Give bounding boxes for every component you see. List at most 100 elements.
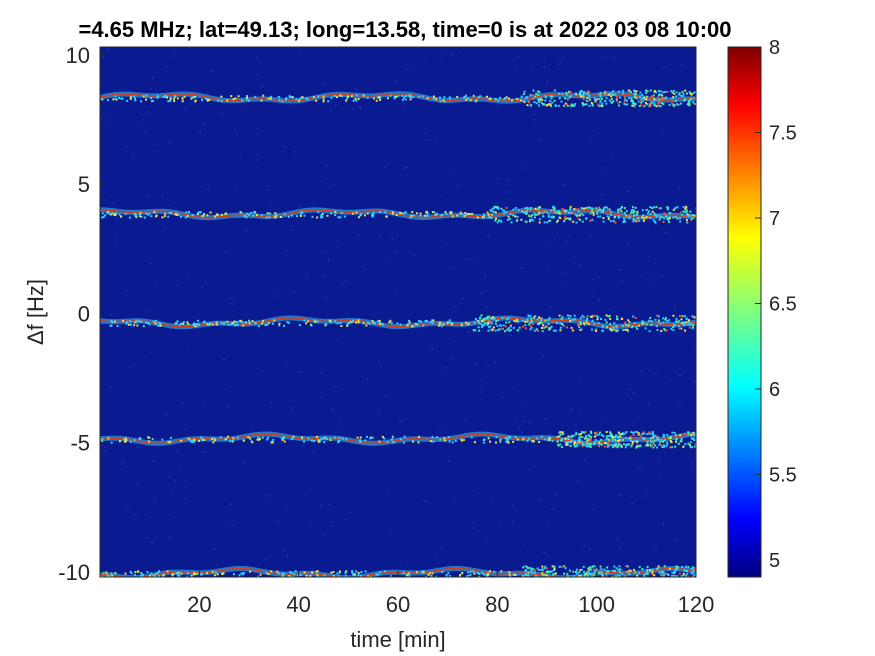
line-speck: [552, 579, 554, 581]
noise-speck: [529, 565, 531, 568]
noise-speck: [439, 54, 442, 57]
line-speck: [118, 97, 121, 99]
noise-speck: [284, 146, 286, 149]
noise-speck: [211, 63, 214, 66]
noise-speck: [203, 401, 205, 404]
noise-speck: [515, 138, 518, 141]
line-speck: [449, 212, 452, 215]
line-speck: [241, 99, 243, 102]
noise-speck: [389, 47, 392, 50]
line-speck: [664, 317, 667, 319]
line-speck: [582, 316, 585, 319]
line-speck: [391, 438, 393, 441]
noise-speck: [455, 54, 458, 57]
line-speck: [503, 316, 506, 319]
noise-speck: [245, 179, 248, 182]
noise-speck: [562, 184, 565, 186]
line-speck: [345, 99, 348, 102]
line-speck: [334, 210, 337, 213]
line-speck: [573, 443, 576, 446]
noise-speck: [515, 67, 517, 70]
line-speck: [323, 574, 326, 577]
noise-speck: [689, 270, 692, 273]
line-speck: [316, 570, 319, 573]
line-speck: [391, 211, 394, 214]
line-speck: [237, 95, 240, 98]
line-speck: [584, 573, 587, 575]
line-speck: [604, 442, 606, 444]
line-speck: [558, 212, 561, 215]
noise-speck: [327, 259, 330, 262]
line-speck: [634, 103, 637, 105]
line-speck: [252, 214, 255, 217]
line-speck: [531, 440, 534, 442]
line-speck: [566, 575, 569, 577]
line-speck: [605, 321, 608, 324]
line-speck: [585, 207, 588, 209]
line-speck: [601, 97, 604, 100]
line-speck: [624, 328, 627, 331]
line-speck: [580, 207, 583, 210]
line-speck: [598, 445, 600, 448]
noise-speck: [440, 195, 442, 198]
line-speck: [682, 210, 685, 213]
noise-speck: [103, 198, 106, 201]
line-speck: [548, 103, 551, 106]
line-speck: [525, 97, 528, 100]
line-speck: [638, 219, 641, 222]
line-speck: [540, 319, 542, 322]
noise-speck: [150, 88, 153, 91]
line-speck: [502, 324, 505, 327]
line-speck: [242, 324, 245, 327]
line-speck: [153, 211, 156, 213]
line-speck: [656, 321, 659, 324]
noise-speck: [275, 430, 277, 433]
line-speck: [172, 97, 175, 100]
line-speck: [280, 437, 283, 440]
line-speck: [386, 440, 389, 443]
line-speck: [303, 571, 306, 574]
line-speck: [646, 570, 649, 573]
line-speck: [353, 573, 356, 576]
line-speck: [281, 100, 284, 103]
line-speck: [627, 89, 630, 92]
line-speck: [652, 206, 655, 209]
line-speck: [593, 97, 596, 100]
noise-speck: [419, 264, 422, 267]
line-speck: [557, 209, 560, 212]
line-speck: [317, 440, 320, 443]
line-speck: [549, 103, 552, 106]
noise-speck: [296, 109, 299, 112]
line-speck: [583, 444, 585, 447]
noise-speck: [286, 555, 289, 558]
noise-speck: [292, 104, 295, 107]
line-speck: [652, 219, 655, 222]
noise-speck: [270, 206, 273, 209]
line-speck: [352, 99, 355, 102]
line-speck: [605, 442, 608, 445]
line-speck: [582, 95, 585, 98]
line-speck: [550, 325, 553, 328]
line-speck: [316, 573, 319, 576]
noise-speck: [566, 240, 569, 243]
line-speck: [576, 444, 579, 447]
noise-speck: [269, 494, 271, 497]
noise-speck: [487, 234, 490, 237]
noise-speck: [657, 465, 660, 468]
line-speck: [515, 320, 518, 323]
line-speck: [674, 216, 677, 219]
line-speck: [526, 439, 529, 442]
noise-speck: [385, 119, 388, 121]
line-speck: [682, 572, 685, 575]
line-speck: [569, 445, 572, 447]
line-speck: [134, 99, 137, 102]
line-speck: [111, 212, 114, 215]
line-speck: [158, 575, 161, 577]
noise-speck: [276, 207, 279, 210]
line-speck: [431, 322, 434, 325]
line-speck: [548, 326, 551, 329]
line-speck: [582, 431, 585, 434]
line-speck: [609, 327, 612, 330]
line-speck: [638, 105, 641, 107]
line-speck: [129, 323, 132, 326]
